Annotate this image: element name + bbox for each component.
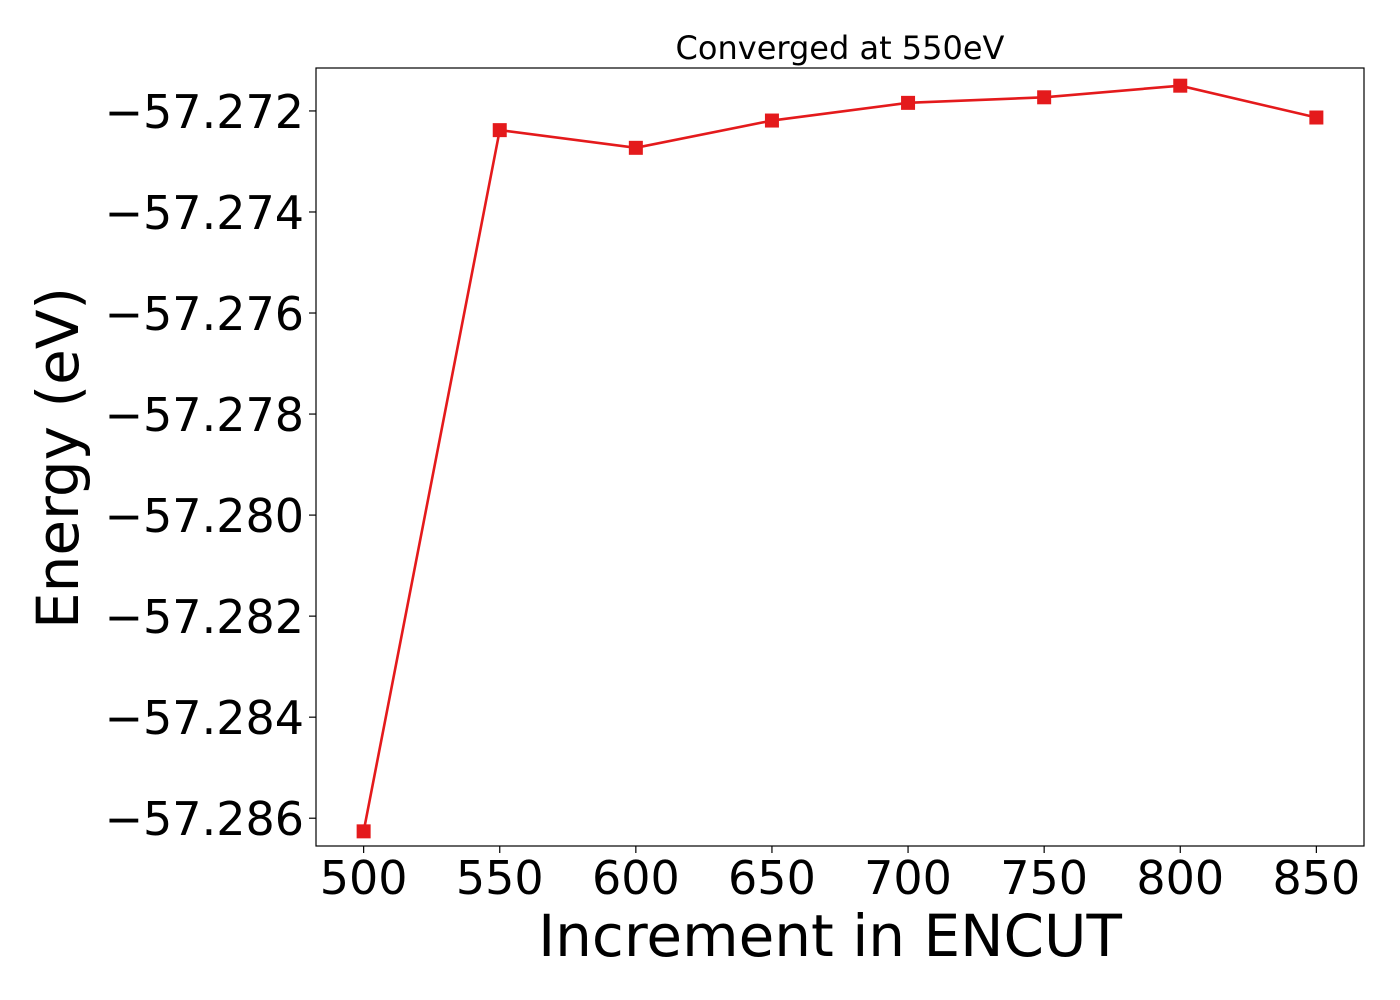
x-tick-label: 850 (1272, 851, 1360, 905)
data-point-marker (628, 140, 643, 155)
data-point-marker (1037, 90, 1052, 105)
x-tick-label: 500 (320, 851, 408, 905)
y-axis: −57.272 −57.274 −57.276 −57.278 −57.280 −57.2… (105, 85, 316, 846)
chart-title: Converged at 550eV (676, 29, 1005, 67)
x-tick-label: 550 (456, 851, 544, 905)
y-tick-label: −57.282 (105, 590, 305, 644)
x-tick-label: 700 (864, 851, 952, 905)
y-tick-label: −57.284 (105, 691, 305, 745)
x-tick-label: 800 (1136, 851, 1224, 905)
plot-area (315, 67, 1365, 847)
y-tick-label: −57.272 (105, 85, 305, 139)
y-axis-title: Energy (eV) (24, 287, 92, 629)
x-axis: 500 550 600 650 700 750 800 850 (320, 846, 1360, 905)
data-point-marker (1309, 110, 1324, 125)
x-tick-label: 750 (1000, 851, 1088, 905)
y-tick-label: −57.276 (105, 287, 305, 341)
x-tick-label: 650 (728, 851, 816, 905)
x-tick-label: 600 (592, 851, 680, 905)
data-point-marker (1173, 78, 1188, 93)
y-tick-label: −57.280 (105, 489, 305, 543)
series-layer (356, 78, 1324, 839)
data-point-marker (901, 95, 916, 110)
y-tick-label: −57.278 (105, 388, 305, 442)
data-point-marker (356, 824, 371, 839)
series-line (362, 84, 1317, 832)
y-tick-label: −57.274 (105, 186, 305, 240)
x-axis-title: Increment in ENCUT (538, 902, 1122, 970)
data-point-marker (764, 113, 779, 128)
plot-frame (315, 67, 1365, 847)
data-point-marker (492, 123, 507, 138)
y-tick-label: −57.286 (105, 792, 305, 846)
